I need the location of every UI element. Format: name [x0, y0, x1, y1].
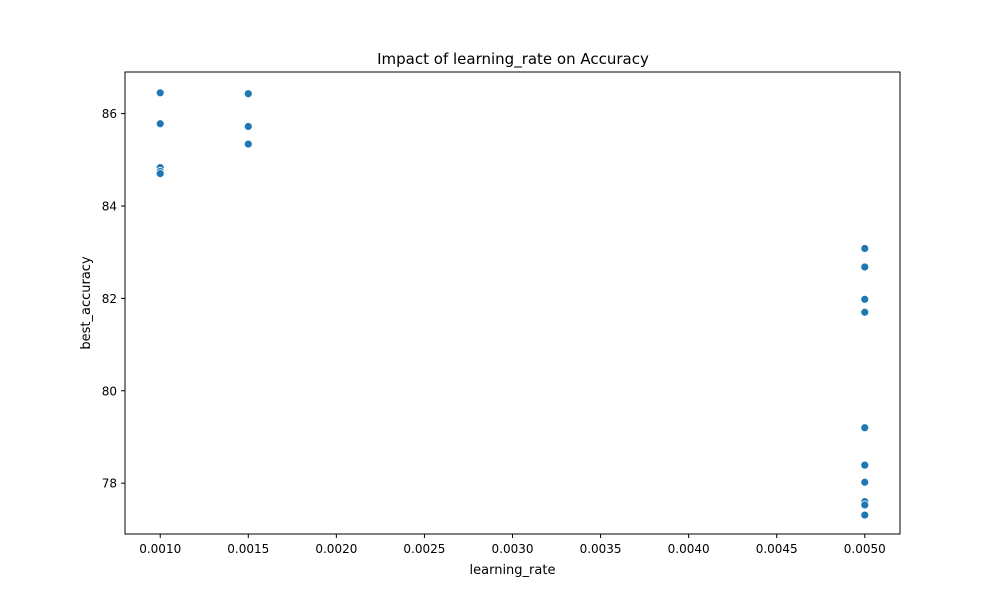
- scatter-point: [860, 477, 870, 487]
- x-tick-label: 0.0015: [227, 542, 269, 556]
- x-tick-label: 0.0040: [668, 542, 710, 556]
- y-tick-label: 84: [102, 199, 117, 213]
- x-tick-label: 0.0010: [139, 542, 181, 556]
- scatter-point: [860, 307, 870, 317]
- x-tick-label: 0.0050: [844, 542, 886, 556]
- scatter-point: [860, 262, 870, 272]
- scatter-point: [155, 88, 165, 98]
- scatter-point: [155, 169, 165, 179]
- scatter-point: [243, 139, 253, 149]
- y-tick-label: 78: [102, 477, 117, 491]
- y-tick-label: 86: [102, 107, 117, 121]
- scatter-point: [860, 460, 870, 470]
- x-axis: 0.0010 0.0015 0.0020 0.0025 0.0030 0.0035 0.00…: [139, 534, 886, 556]
- x-tick-label: 0.0020: [315, 542, 357, 556]
- x-axis-label: learning_rate: [470, 563, 556, 578]
- data-points: [155, 88, 870, 520]
- scatter-point: [860, 294, 870, 304]
- x-tick-label: 0.0035: [580, 542, 622, 556]
- plot-area-frame: [124, 71, 901, 535]
- y-tick-label: 82: [102, 292, 117, 306]
- x-tick-label: 0.0030: [492, 542, 534, 556]
- scatter-point: [860, 244, 870, 253]
- scatter-point: [860, 500, 870, 510]
- scatter-point: [155, 119, 165, 129]
- x-tick-label: 0.0045: [756, 542, 798, 556]
- scatter-point: [860, 423, 870, 433]
- chart-title: Impact of learning_rate on Accuracy: [377, 50, 649, 69]
- scatter-point: [243, 122, 253, 131]
- y-axis-label: best_accuracy: [79, 256, 94, 350]
- y-axis: 78 80 82 84 86: [102, 107, 125, 491]
- scatter-point: [860, 510, 870, 520]
- scatter-point: [243, 89, 253, 99]
- x-tick-label: 0.0025: [403, 542, 445, 556]
- y-tick-label: 80: [102, 384, 117, 398]
